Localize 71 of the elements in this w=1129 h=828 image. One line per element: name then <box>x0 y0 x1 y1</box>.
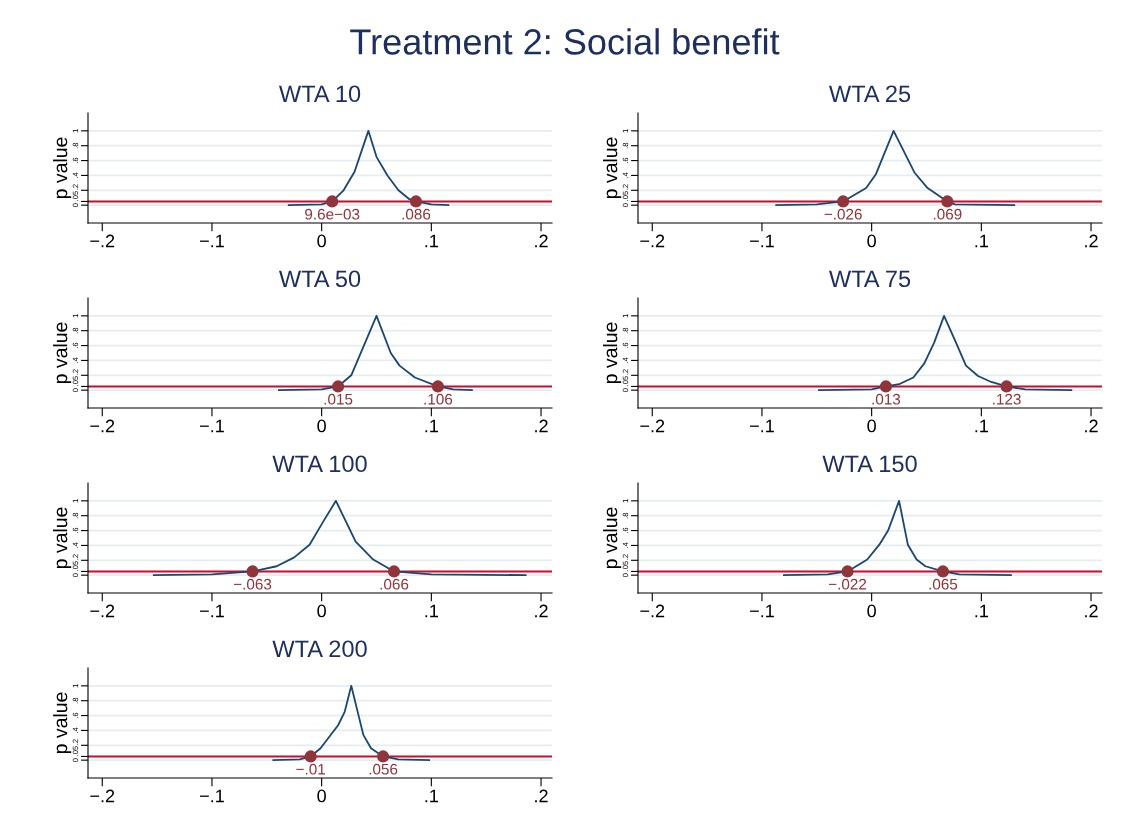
chart-title: WTA 100 <box>272 455 367 473</box>
x-tick-label: 0 <box>867 604 876 618</box>
x-tick-label: 0 <box>317 234 326 248</box>
x-tick-label: .1 <box>425 419 438 433</box>
y-axis-title: p value <box>53 507 72 569</box>
x-tick-label: −.2 <box>640 234 665 248</box>
chart-title: WTA 10 <box>278 85 361 103</box>
chart-title: WTA 25 <box>828 85 911 103</box>
chart-title: WTA 200 <box>272 640 367 658</box>
x-tick-label: .2 <box>1085 419 1098 433</box>
x-tick-label: .2 <box>535 234 548 248</box>
line-series <box>287 129 450 207</box>
x-tick-label: −.2 <box>640 419 665 433</box>
annotation: −.063 <box>233 578 272 590</box>
x-tick-label: 0 <box>317 419 326 433</box>
annotation: −.022 <box>828 578 867 590</box>
annotation: 9.6e−03 <box>305 208 360 220</box>
x-tick-label: −.1 <box>200 419 224 433</box>
annotation: .015 <box>324 393 353 405</box>
x-tick-label: .1 <box>975 604 988 618</box>
y-axis-title: p value <box>53 692 72 754</box>
chart-title: WTA 50 <box>278 270 361 288</box>
y-axis-title: p value <box>603 137 622 199</box>
line-series <box>277 314 473 392</box>
annotation: .066 <box>380 578 409 590</box>
line-series <box>775 129 1016 207</box>
x-tick-label: 0 <box>867 419 876 433</box>
line-series <box>818 314 1073 392</box>
x-tick-label: .2 <box>535 419 548 433</box>
line-series <box>272 684 431 762</box>
x-tick-label: −.1 <box>200 789 224 803</box>
annotation: .106 <box>424 393 453 405</box>
x-tick-label: .2 <box>535 604 548 618</box>
annotation: .065 <box>929 578 958 590</box>
x-tick-label: −.2 <box>90 604 115 618</box>
x-tick-label: .2 <box>535 789 548 803</box>
text: Treatment 2: Social benefit <box>350 28 780 55</box>
line-series <box>152 499 527 577</box>
x-tick-label: −.1 <box>750 604 774 618</box>
annotation: .069 <box>933 208 962 220</box>
x-tick-label: .1 <box>425 789 438 803</box>
x-tick-label: .1 <box>425 234 438 248</box>
annotation: .086 <box>402 208 431 220</box>
x-tick-label: .1 <box>975 234 988 248</box>
chart-title: WTA 150 <box>822 455 917 473</box>
y-axis-title: p value <box>53 322 72 384</box>
annotation: .056 <box>369 763 398 775</box>
x-tick-label: −.1 <box>750 234 774 248</box>
chart-title: WTA 75 <box>828 270 911 288</box>
y-axis-title: p value <box>53 137 72 199</box>
annotation: −.026 <box>824 208 862 220</box>
annotation: −.01 <box>296 763 326 775</box>
annotation: .013 <box>872 393 901 405</box>
x-tick-label: −.2 <box>90 419 115 433</box>
line-series <box>782 499 1012 577</box>
x-tick-label: 0 <box>317 789 326 803</box>
x-tick-label: 0 <box>867 234 876 248</box>
x-tick-label: 0 <box>317 604 326 618</box>
x-tick-label: .2 <box>1085 234 1098 248</box>
y-axis-title: p value <box>603 507 622 569</box>
annotation: .123 <box>993 393 1021 405</box>
x-tick-label: −.2 <box>90 789 115 803</box>
x-tick-label: .1 <box>425 604 438 618</box>
x-tick-label: .1 <box>975 419 988 433</box>
x-tick-label: −.2 <box>640 604 665 618</box>
y-axis-title: p value <box>603 322 622 384</box>
x-tick-label: −.2 <box>90 234 115 248</box>
x-tick-label: .2 <box>1085 604 1098 618</box>
x-tick-label: −.1 <box>200 234 224 248</box>
x-tick-label: −.1 <box>750 419 774 433</box>
x-tick-label: −.1 <box>200 604 224 618</box>
